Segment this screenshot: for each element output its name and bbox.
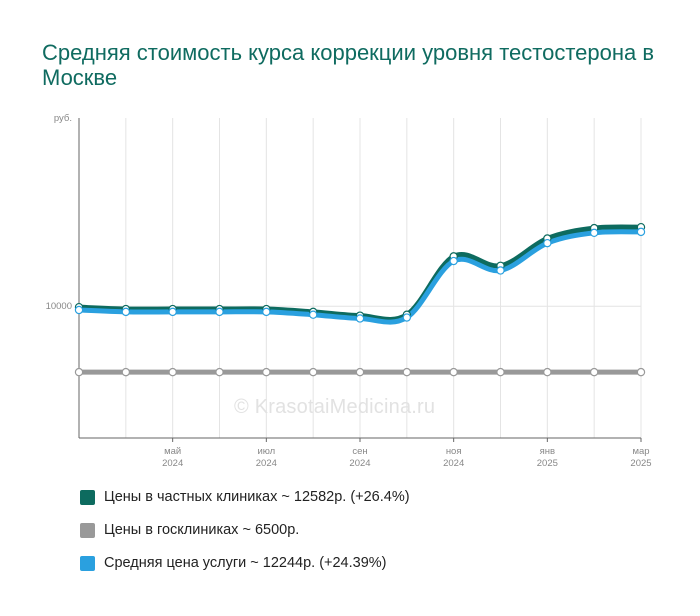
data-point-average bbox=[121, 307, 131, 317]
legend-label-average: Средняя цена услуги ~ 12244р. (+24.39%) bbox=[104, 555, 387, 571]
data-point-public bbox=[402, 367, 412, 377]
data-point-average bbox=[308, 310, 318, 319]
data-point-public bbox=[496, 367, 505, 377]
legend-swatch-private bbox=[80, 489, 95, 505]
data-point-public bbox=[636, 367, 646, 377]
watermark: © KrasotaiMedicina.ru bbox=[234, 396, 436, 418]
legend-item-private-clinics[interactable]: Цены в частных клиниках ~ 12582р. (+26.4… bbox=[80, 486, 410, 508]
data-point-public bbox=[168, 367, 177, 377]
y-tick-label: 10000 bbox=[46, 301, 72, 312]
data-point-average bbox=[636, 227, 646, 237]
data-point-average bbox=[215, 307, 224, 317]
x-tick-label-month: сен bbox=[352, 446, 367, 457]
x-tick-label-year: 2024 bbox=[162, 458, 183, 469]
data-point-average bbox=[74, 305, 84, 315]
legend-item-public-clinics[interactable]: Цены в госклиниках ~ 6500р. bbox=[80, 519, 410, 541]
data-point-public bbox=[308, 367, 318, 377]
data-point-public bbox=[543, 367, 552, 377]
x-tick-label-year: 2025 bbox=[630, 458, 651, 469]
data-point-public bbox=[262, 367, 271, 377]
data-point-public bbox=[74, 367, 84, 377]
x-tick-label-month: июл bbox=[257, 446, 275, 457]
data-point-average bbox=[496, 266, 505, 275]
data-point-public bbox=[215, 367, 224, 377]
data-point-average bbox=[543, 238, 552, 248]
data-point-average bbox=[449, 256, 458, 266]
x-tick-label-month: янв bbox=[540, 446, 555, 457]
legend-label-public: Цены в госклиниках ~ 6500р. bbox=[104, 522, 300, 538]
x-tick-label-month: мар bbox=[632, 446, 649, 457]
data-point-public bbox=[121, 367, 131, 377]
data-point-average bbox=[402, 313, 412, 322]
data-point-public bbox=[449, 367, 458, 377]
line-chart: 10000руб.май2024июл2024сен2024ноя2024янв… bbox=[46, 113, 652, 469]
x-tick-label-year: 2025 bbox=[537, 458, 558, 469]
legend: Цены в частных клиниках ~ 12582р. (+26.4… bbox=[80, 486, 410, 585]
chart-title: Средняя стоимость курса коррекции уровня… bbox=[42, 40, 655, 90]
data-point-average bbox=[262, 307, 271, 317]
data-point-public bbox=[355, 367, 365, 377]
data-point-public bbox=[589, 367, 599, 377]
legend-swatch-public bbox=[80, 522, 95, 538]
data-point-average bbox=[355, 314, 365, 323]
data-point-average bbox=[168, 307, 177, 317]
x-tick-label-month: ноя bbox=[446, 446, 462, 457]
x-tick-label-year: 2024 bbox=[256, 458, 277, 469]
legend-swatch-average bbox=[80, 555, 95, 571]
x-tick-label-month: май bbox=[164, 446, 181, 457]
x-tick-label-year: 2024 bbox=[443, 458, 464, 469]
legend-item-average-price[interactable]: Средняя цена услуги ~ 12244р. (+24.39%) bbox=[80, 552, 410, 574]
y-axis-unit-label: руб. bbox=[54, 113, 72, 124]
data-point-average bbox=[589, 228, 599, 238]
x-tick-label-year: 2024 bbox=[349, 458, 370, 469]
legend-label-private: Цены в частных клиниках ~ 12582р. (+26.4… bbox=[104, 489, 410, 505]
